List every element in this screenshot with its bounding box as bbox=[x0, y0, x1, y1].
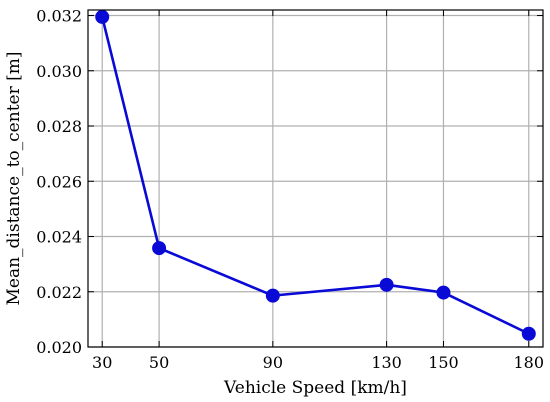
y-tick-label: 0.024 bbox=[36, 228, 82, 247]
x-axis-label: Vehicle Speed [km/h] bbox=[223, 378, 407, 398]
series-layer bbox=[95, 9, 536, 341]
x-tick-label: 130 bbox=[371, 353, 402, 372]
data-point bbox=[265, 288, 280, 303]
y-tick-label: 0.030 bbox=[36, 62, 82, 81]
y-tick-label: 0.022 bbox=[36, 283, 82, 302]
x-tick-label: 150 bbox=[428, 353, 459, 372]
grid-lines bbox=[88, 10, 543, 348]
y-tick-label: 0.028 bbox=[36, 117, 82, 136]
x-tick-label: 30 bbox=[92, 353, 112, 372]
data-point bbox=[521, 326, 536, 341]
data-point bbox=[436, 285, 451, 300]
plot-frame bbox=[87, 9, 544, 348]
x-tick-label: 180 bbox=[514, 353, 545, 372]
y-axis-label: Mean_distance_to_center [m] bbox=[4, 52, 24, 306]
x-axis-ticks: 30 50 90 130 150 180 bbox=[92, 10, 544, 372]
data-point bbox=[95, 9, 110, 24]
y-axis-ticks: 0.020 0.022 0.024 0.026 0.028 0.030 0.032 bbox=[36, 7, 543, 357]
series-line bbox=[100, 16, 530, 335]
y-tick-label: 0.020 bbox=[36, 338, 82, 357]
data-point bbox=[152, 241, 167, 256]
x-tick-label: 50 bbox=[149, 353, 169, 372]
y-tick-label: 0.026 bbox=[36, 172, 82, 191]
data-point bbox=[379, 277, 394, 292]
y-tick-label: 0.032 bbox=[36, 7, 82, 26]
x-tick-label: 90 bbox=[263, 353, 283, 372]
